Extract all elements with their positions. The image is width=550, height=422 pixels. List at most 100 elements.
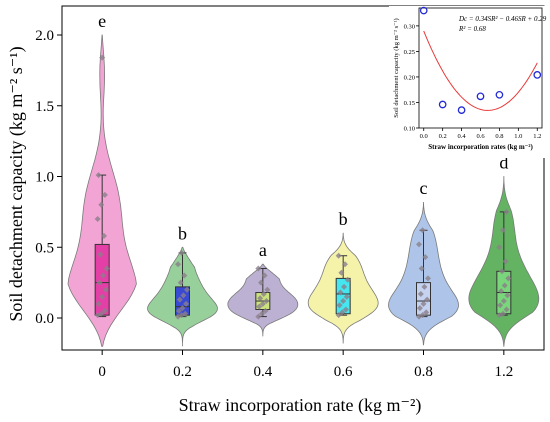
data-point — [255, 265, 262, 272]
data-point — [100, 272, 107, 279]
violin-plot: 0.0 0.5 1.0 1.5 2.0 0 0.2 0.4 0.6 0.8 1.2 e b a b c d — [35, 5, 545, 380]
data-point — [101, 191, 108, 198]
data-point — [424, 296, 431, 303]
data-point — [263, 298, 270, 305]
data-point — [503, 208, 510, 215]
plot-frame — [61, 5, 545, 351]
inset-y-axis-title: Soil detachment capacity (kg m⁻² s⁻¹) — [393, 18, 400, 117]
data-point — [178, 249, 185, 256]
data-point — [423, 309, 430, 316]
inset-x-axis-title: Straw incorporation rates (kg m⁻²) — [428, 143, 533, 151]
data-point — [422, 254, 429, 261]
data-point — [180, 292, 187, 299]
y-tick-label: 0.5 — [35, 240, 54, 256]
data-point — [258, 310, 265, 317]
significance-letter: d — [499, 153, 508, 173]
data-point — [98, 310, 105, 317]
inset-y-tick-label: 0.25 — [404, 49, 415, 56]
data-point — [500, 298, 507, 305]
data-point — [420, 300, 427, 307]
data-point — [103, 265, 110, 272]
data-point — [256, 303, 263, 310]
data-point — [261, 272, 268, 279]
data-point — [95, 300, 102, 307]
x-tick-label: 0.6 — [334, 364, 353, 380]
data-point — [336, 302, 343, 309]
data-point — [259, 300, 266, 307]
data-point — [505, 275, 512, 282]
data-point — [418, 265, 425, 272]
data-point — [335, 252, 342, 259]
data-point — [258, 279, 265, 286]
inset-x-tick-label: 0.0 — [420, 133, 428, 140]
inset-x-tick-label: 0.6 — [476, 133, 485, 140]
inset-data-point — [457, 106, 466, 114]
data-point — [337, 289, 344, 296]
inset-scatter-plot: 0.10 0.15 0.20 0.25 0.30 0.0 0.2 0.4 0.6 0.8 1.0 1.… — [389, 6, 547, 158]
data-point — [498, 288, 505, 295]
x-tick-label: 0.8 — [414, 364, 433, 380]
data-point — [340, 298, 347, 305]
significance-letter: e — [98, 11, 106, 31]
data-point — [417, 290, 424, 297]
x-tick-label: 0.4 — [253, 364, 272, 380]
data-point — [181, 272, 188, 279]
data-point — [99, 293, 106, 300]
inset-x-tick-label: 0.8 — [495, 133, 503, 140]
significance-letter: c — [420, 178, 428, 198]
data-point — [255, 313, 262, 320]
data-point — [342, 306, 349, 313]
data-point — [335, 312, 342, 319]
y-axis-title: Soil detachment capacity (kg m⁻² s⁻¹) — [6, 46, 27, 321]
data-point — [102, 286, 109, 293]
data-point — [260, 290, 267, 297]
fit-r-squared: R² = 0.68 — [458, 25, 486, 33]
data-point — [182, 310, 189, 317]
fit-equation: Dc = 0.34SR² − 0.46SR + 0.29 — [458, 15, 547, 23]
inset-y-tick-label: 0.15 — [404, 100, 415, 107]
data-point — [344, 276, 351, 283]
data-point — [497, 302, 504, 309]
significance-letter: a — [259, 240, 267, 260]
inset-data-point — [438, 100, 447, 109]
inset-x-tick-label: 1.0 — [514, 133, 522, 140]
data-point — [94, 215, 101, 222]
significance-letter: b — [339, 209, 348, 229]
inset-data-point — [476, 92, 485, 101]
data-point — [504, 292, 511, 299]
inset-data-point — [419, 6, 428, 15]
inset-x-tick-label: 1.2 — [533, 133, 541, 140]
x-tick-label: 0 — [98, 364, 106, 380]
data-point — [338, 269, 345, 276]
data-point — [99, 54, 106, 61]
data-point — [101, 307, 108, 314]
data-point — [499, 268, 506, 275]
data-point — [503, 306, 510, 313]
inset-x-tick-label: 0.2 — [439, 133, 447, 140]
data-point — [179, 305, 186, 312]
data-point — [499, 227, 506, 234]
data-point — [499, 310, 506, 317]
data-point — [416, 241, 422, 248]
data-point — [183, 300, 190, 307]
data-point — [98, 201, 105, 208]
data-point — [175, 261, 181, 268]
data-point — [100, 232, 107, 239]
y-tick-label: 2.0 — [35, 28, 54, 44]
data-point — [425, 275, 431, 282]
data-point — [264, 286, 271, 293]
data-point — [96, 279, 103, 286]
data-point — [343, 293, 350, 300]
y-tick-label: 1.0 — [35, 170, 54, 186]
data-point — [176, 296, 183, 303]
data-point — [419, 312, 426, 319]
data-point — [339, 309, 346, 316]
data-point — [341, 261, 348, 268]
data-point — [341, 283, 348, 290]
data-point — [177, 279, 184, 286]
data-point — [496, 244, 503, 251]
x-axis-title: Straw incorporation rate (kg m⁻²) — [179, 395, 422, 416]
data-point — [175, 307, 182, 314]
inset-y-tick-label: 0.30 — [404, 23, 415, 30]
